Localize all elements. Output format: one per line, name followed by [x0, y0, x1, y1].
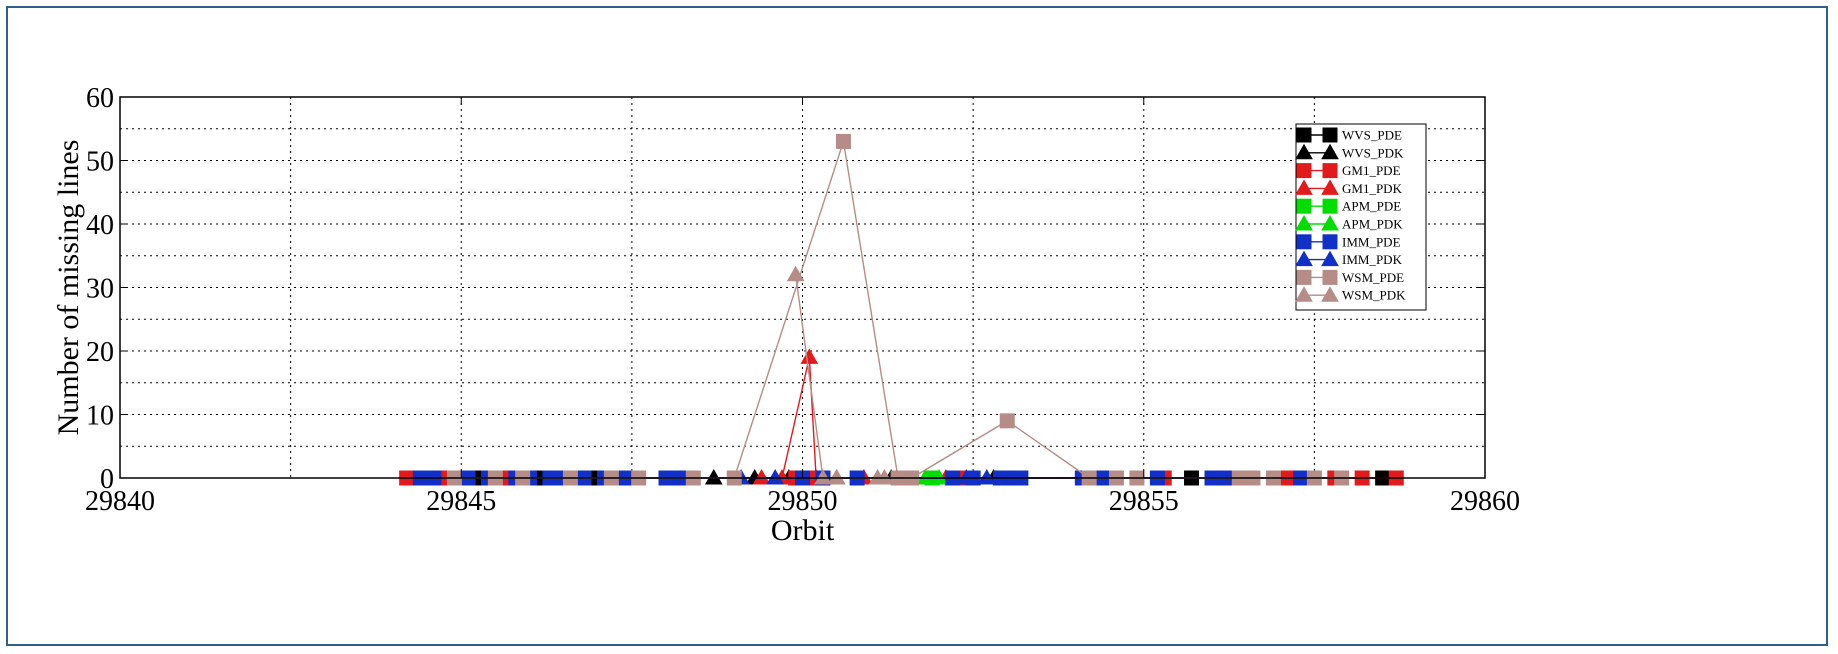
data-point	[835, 133, 851, 149]
legend-marker	[1296, 163, 1312, 179]
legend-label: WSM_PDE	[1342, 270, 1404, 285]
series-line	[454, 141, 1342, 479]
legend-box	[1295, 123, 1427, 311]
x-axis-label: Orbit	[771, 514, 835, 547]
legend-marker	[1295, 143, 1313, 160]
legend-label: WVS_PDK	[1342, 145, 1404, 160]
legend-label: GM1_PDK	[1342, 181, 1403, 196]
legend-label: IMM_PDK	[1342, 252, 1403, 267]
legend-label: GM1_PDE	[1342, 163, 1401, 178]
axis-ticks: 0 10 20 30 40 50 60 29840 29845 29850 29855 29860	[85, 83, 1520, 517]
legend-marker	[1296, 198, 1312, 214]
legend-marker	[1321, 286, 1339, 302]
series-gm1-pdk	[752, 348, 955, 485]
legend-marker	[1321, 143, 1339, 160]
y-tick-label: 10	[86, 401, 114, 432]
grid	[120, 97, 1485, 478]
x-tick-label: 29860	[1450, 486, 1520, 517]
legend-entry: APM_PDK	[1295, 214, 1403, 232]
legend-label: APM_PDK	[1342, 217, 1403, 232]
series-line	[761, 357, 946, 479]
legend-entry: WVS_PDE	[1296, 127, 1402, 143]
data-point	[752, 468, 771, 485]
data-point	[827, 468, 846, 485]
legend-marker	[1322, 269, 1338, 285]
legend-label: WSM_PDK	[1342, 288, 1406, 303]
y-axis-label: Number of missing lines	[52, 140, 85, 436]
y-tick-label: 20	[86, 337, 114, 368]
legend-marker	[1295, 214, 1313, 231]
legend-marker	[1295, 250, 1313, 267]
legend-entry: IMM_PDK	[1295, 250, 1403, 267]
y-tick-label: 0	[100, 464, 114, 495]
y-tick-label: 60	[86, 83, 114, 114]
data-point	[999, 413, 1015, 429]
legend-label: WVS_PDE	[1342, 128, 1402, 143]
legend-entry: APM_PDE	[1296, 198, 1401, 214]
series-line	[794, 274, 885, 479]
series-wsm-pde	[446, 133, 1350, 486]
legend-entry: IMM_PDE	[1296, 234, 1401, 250]
y-tick-label: 40	[86, 210, 114, 241]
data-point	[957, 468, 976, 485]
data-point	[786, 265, 805, 282]
data-point	[916, 468, 935, 485]
series-wsm-pdk	[786, 265, 894, 485]
x-tick-label: 29855	[1109, 486, 1179, 517]
legend-marker	[1321, 214, 1339, 231]
legend-label: APM_PDE	[1342, 199, 1401, 214]
legend-marker	[1296, 234, 1312, 250]
legend-marker	[1295, 179, 1313, 195]
legend-marker	[1296, 269, 1312, 285]
legend-marker	[1322, 198, 1338, 214]
legend-marker	[1322, 163, 1338, 179]
data-point	[800, 348, 819, 364]
y-tick-label: 30	[86, 274, 114, 305]
data-point	[930, 468, 948, 485]
data-point	[704, 468, 723, 485]
data-point	[766, 468, 785, 485]
legend-marker	[1296, 127, 1312, 143]
data-point	[977, 468, 996, 485]
legend-entry: WSM_PDE	[1296, 269, 1404, 285]
series-layer	[399, 133, 1404, 486]
legend: WVS_PDE WVS_PDK GM1_PDE GM1_PDK APM_PDE APM_P…	[1295, 123, 1427, 311]
legend-entry: GM1_PDE	[1296, 163, 1401, 179]
data-point	[875, 468, 894, 485]
chart-frame	[6, 6, 1828, 646]
legend-entry: WSM_PDK	[1295, 286, 1406, 303]
x-tick-label: 29845	[426, 486, 496, 517]
legend-marker	[1321, 250, 1339, 267]
legend-label: IMM_PDE	[1342, 234, 1401, 249]
legend-marker	[1295, 286, 1313, 302]
legend-marker	[1322, 127, 1338, 143]
x-tick-label: 29840	[85, 486, 155, 517]
data-point	[814, 468, 832, 485]
legend-entry: GM1_PDK	[1295, 179, 1403, 196]
legend-marker	[1322, 234, 1338, 250]
legend-marker	[1321, 179, 1339, 195]
y-tick-label: 50	[86, 147, 114, 178]
legend-entry: WVS_PDK	[1295, 143, 1404, 160]
x-tick-label: 29850	[768, 486, 838, 517]
